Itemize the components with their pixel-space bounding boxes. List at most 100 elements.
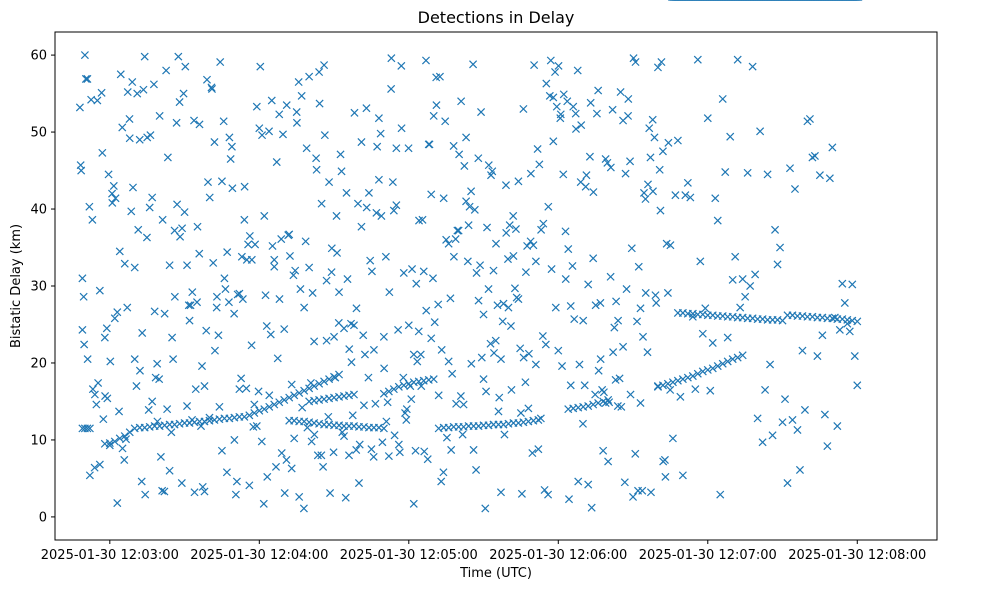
data-point	[263, 472, 272, 481]
data-point	[498, 317, 507, 326]
data-point	[115, 247, 124, 256]
data-point	[134, 225, 143, 234]
data-point	[123, 88, 132, 97]
data-point	[566, 301, 575, 311]
data-point	[83, 424, 92, 433]
data-point	[524, 349, 533, 358]
data-point	[297, 91, 306, 100]
data-point	[494, 407, 503, 416]
data-point	[280, 325, 289, 334]
data-point	[491, 336, 500, 345]
data-point	[660, 455, 669, 464]
data-point	[676, 392, 685, 401]
data-point	[526, 237, 535, 246]
data-point	[496, 355, 506, 364]
data-point	[324, 412, 333, 421]
data-point	[332, 211, 341, 220]
data-point	[399, 381, 408, 390]
data-point	[294, 78, 303, 87]
data-point	[636, 398, 645, 408]
data-point	[97, 88, 106, 97]
data-point	[795, 465, 804, 474]
data-point	[190, 116, 199, 125]
data-point	[643, 348, 652, 357]
data-point	[521, 378, 530, 387]
data-point	[542, 79, 551, 88]
data-point	[200, 382, 209, 391]
data-point	[127, 207, 136, 216]
data-point	[404, 321, 413, 330]
data-point	[579, 316, 588, 325]
data-point	[616, 88, 625, 97]
data-point	[629, 492, 638, 501]
data-point	[85, 424, 94, 433]
data-point	[389, 385, 398, 394]
data-point	[539, 219, 548, 228]
data-point	[663, 379, 672, 388]
data-point	[544, 490, 553, 499]
data-point	[626, 157, 635, 166]
data-point	[793, 425, 802, 434]
data-point	[110, 437, 119, 446]
data-point	[530, 61, 539, 70]
data-point	[435, 72, 444, 81]
data-point	[258, 131, 267, 140]
data-point	[339, 324, 349, 333]
data-point	[853, 381, 862, 390]
data-point	[292, 118, 301, 127]
data-point	[578, 419, 587, 428]
data-point	[651, 291, 660, 300]
data-point	[275, 398, 284, 407]
data-point	[673, 376, 682, 385]
data-point	[585, 152, 594, 161]
data-point	[551, 303, 560, 312]
data-point	[474, 154, 483, 163]
data-point	[144, 405, 153, 414]
data-point	[301, 237, 310, 246]
y-tick-label: 0	[39, 510, 47, 525]
data-point	[237, 252, 246, 261]
data-point	[703, 114, 712, 123]
data-point	[140, 52, 149, 61]
data-point	[691, 385, 700, 394]
data-point	[178, 224, 187, 233]
data-point	[524, 404, 533, 413]
data-point	[197, 362, 207, 371]
data-point	[599, 446, 608, 455]
data-point	[394, 382, 403, 391]
y-tick-label: 40	[30, 203, 47, 218]
data-point	[369, 345, 378, 354]
data-point	[230, 435, 239, 444]
data-point	[390, 431, 399, 440]
data-point	[696, 257, 705, 266]
data-point	[217, 446, 226, 455]
data-point	[102, 324, 111, 333]
data-point	[538, 332, 547, 341]
data-point	[291, 266, 300, 275]
data-point	[145, 203, 154, 212]
data-point	[610, 323, 619, 332]
data-point	[305, 263, 314, 272]
data-point	[343, 275, 352, 284]
data-point	[845, 327, 854, 336]
data-point	[615, 374, 624, 383]
data-point	[172, 118, 181, 127]
data-point	[90, 390, 99, 399]
data-point	[148, 193, 157, 202]
data-point	[203, 178, 213, 187]
data-point	[94, 378, 103, 388]
data-point	[357, 138, 366, 147]
data-point	[80, 340, 89, 349]
data-point	[810, 151, 819, 160]
x-tick-label: 2025-01-30 12:03:00	[41, 548, 179, 563]
data-point	[350, 108, 359, 117]
data-point	[285, 251, 294, 261]
data-point	[731, 252, 740, 261]
data-point	[155, 375, 164, 384]
data-point	[446, 294, 455, 303]
data-point	[549, 93, 558, 102]
x-tick-label: 2025-01-30 12:04:00	[190, 548, 328, 563]
data-point	[238, 295, 247, 304]
data-point	[270, 255, 279, 264]
data-point	[591, 390, 600, 399]
